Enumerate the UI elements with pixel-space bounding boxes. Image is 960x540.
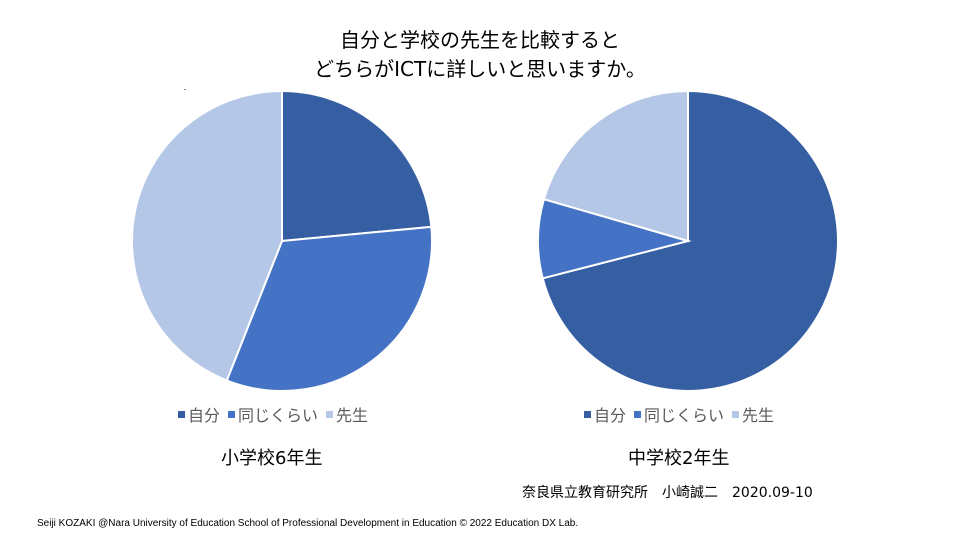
pie-slice-jibun	[281, 89, 433, 243]
pie-label-junior-high: 中学校2年生	[628, 448, 730, 469]
legend-swatch-sensei	[326, 410, 334, 418]
pie-chart-elementary	[131, 89, 433, 392]
chart-title: 自分と学校の先生を比較すると どちらがICTに詳しいと思いますか。	[0, 26, 960, 84]
pie-chart-junior-high	[537, 89, 839, 392]
footer-copyright: Seiji KOZAKI @Nara University of Educati…	[37, 518, 579, 529]
legend-junior-high: 自分 同じくらい 先生	[584, 402, 782, 426]
legend-label-jibun: 自分	[594, 406, 627, 425]
legend-item-onaji: 同じくらい	[228, 402, 318, 426]
pie-slice-sensei	[542, 89, 689, 243]
pie-slice-onaji	[225, 225, 433, 392]
legend-label-jibun: 自分	[188, 406, 221, 425]
legend-swatch-onaji	[228, 410, 236, 418]
legend-item-jibun: 自分	[584, 402, 626, 426]
legend-elementary: 自分 同じくらい 先生	[178, 402, 376, 426]
legend-label-onaji: 同じくらい	[644, 406, 725, 425]
legend-swatch-jibun	[584, 410, 591, 418]
legend-swatch-jibun	[178, 410, 185, 418]
stray-mark	[184, 89, 186, 90]
legend-item-onaji: 同じくらい	[634, 402, 724, 426]
title-line-2: どちらがICTに詳しいと思いますか。	[314, 57, 646, 81]
legend-swatch-onaji	[634, 410, 642, 418]
legend-swatch-sensei	[732, 410, 740, 418]
legend-label-onaji: 同じくらい	[238, 406, 319, 425]
legend-label-sensei: 先生	[742, 406, 775, 425]
title-line-1: 自分と学校の先生を比較すると	[340, 28, 620, 52]
legend-item-sensei: 先生	[326, 402, 368, 426]
source-credit: 奈良県立教育研究所 小崎誠二 2020.09-10	[522, 485, 813, 501]
legend-item-sensei: 先生	[732, 402, 774, 426]
pie-slice-sensei	[131, 89, 283, 382]
legend-item-jibun: 自分	[178, 402, 220, 426]
legend-label-sensei: 先生	[336, 406, 369, 425]
pie-label-elementary: 小学校6年生	[221, 448, 323, 469]
